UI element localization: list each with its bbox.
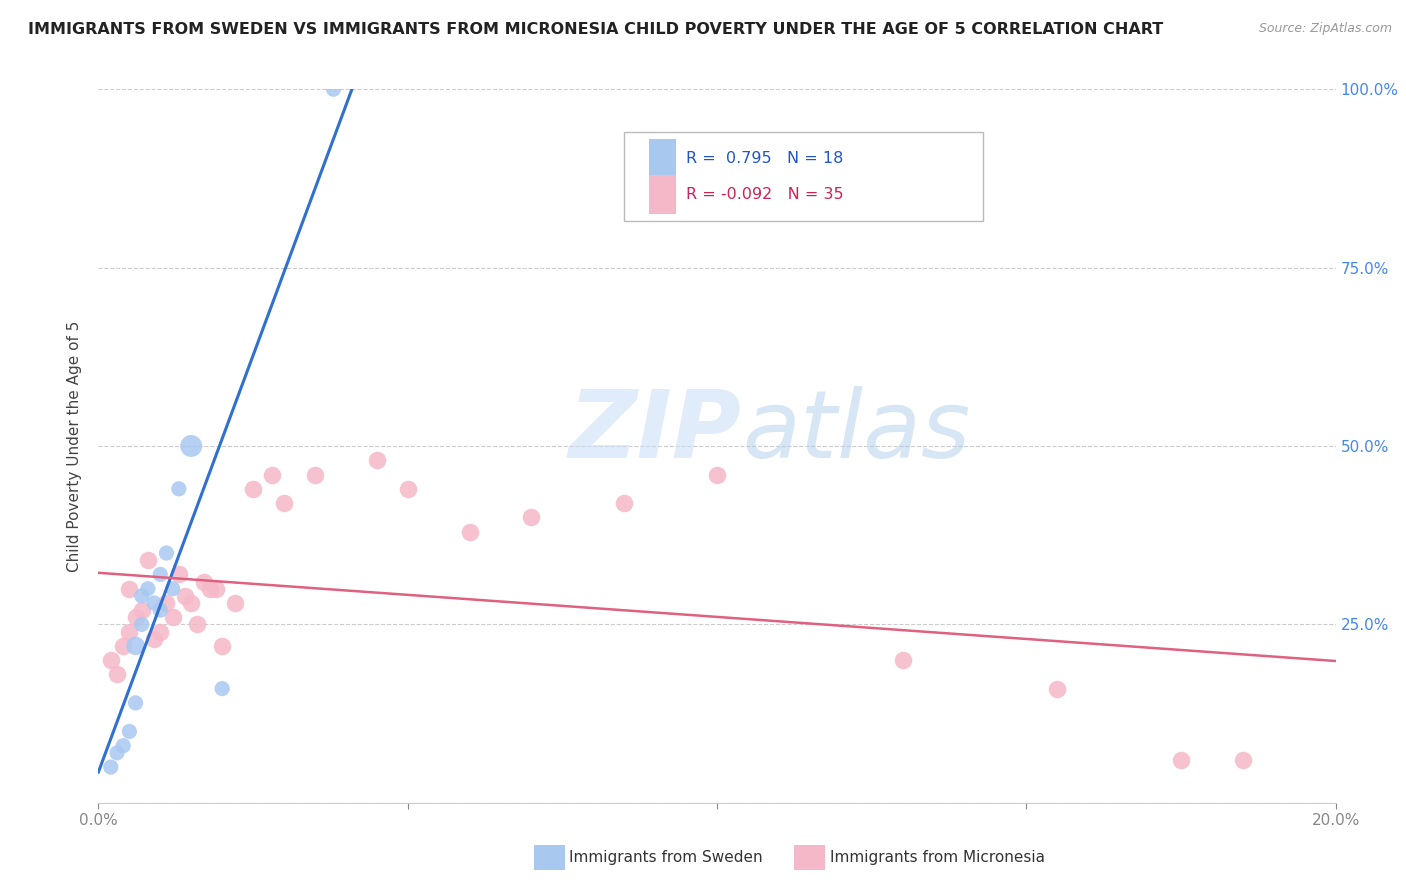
Point <box>118 624 141 639</box>
Point <box>167 482 190 496</box>
Point <box>143 596 166 610</box>
Text: Source: ZipAtlas.com: Source: ZipAtlas.com <box>1258 22 1392 36</box>
Point <box>131 617 153 632</box>
Point <box>118 724 141 739</box>
Point <box>211 681 233 696</box>
Point <box>131 589 153 603</box>
Point <box>155 596 177 610</box>
Point <box>273 496 295 510</box>
Point <box>260 467 283 482</box>
Point <box>124 639 146 653</box>
Point <box>162 582 184 596</box>
Point <box>198 582 221 596</box>
Point <box>211 639 233 653</box>
Text: R = -0.092   N = 35: R = -0.092 N = 35 <box>686 187 844 202</box>
Point <box>366 453 388 467</box>
Point <box>162 610 184 624</box>
Point <box>224 596 246 610</box>
FancyBboxPatch shape <box>624 132 983 221</box>
Point <box>1170 753 1192 767</box>
Point <box>520 510 543 524</box>
Text: Immigrants from Sweden: Immigrants from Sweden <box>569 850 763 864</box>
Point <box>193 574 215 589</box>
Text: Immigrants from Micronesia: Immigrants from Micronesia <box>830 850 1045 864</box>
Point <box>180 596 202 610</box>
Point <box>118 582 141 596</box>
Point <box>155 546 177 560</box>
Text: atlas: atlas <box>742 386 970 477</box>
Point <box>706 467 728 482</box>
Point <box>149 567 172 582</box>
Point <box>205 582 228 596</box>
Point <box>143 632 166 646</box>
Point <box>304 467 326 482</box>
Point <box>100 760 122 774</box>
Point <box>124 610 146 624</box>
Point <box>891 653 914 667</box>
Text: ZIP: ZIP <box>569 385 742 478</box>
Y-axis label: Child Poverty Under the Age of 5: Child Poverty Under the Age of 5 <box>67 320 83 572</box>
Point <box>149 603 172 617</box>
Point <box>174 589 197 603</box>
Point <box>124 696 146 710</box>
Point <box>186 617 208 632</box>
Point <box>242 482 264 496</box>
Point <box>322 82 344 96</box>
Text: IMMIGRANTS FROM SWEDEN VS IMMIGRANTS FROM MICRONESIA CHILD POVERTY UNDER THE AGE: IMMIGRANTS FROM SWEDEN VS IMMIGRANTS FRO… <box>28 22 1163 37</box>
FancyBboxPatch shape <box>650 175 676 214</box>
Point <box>112 639 135 653</box>
Point <box>136 553 159 567</box>
Point <box>613 496 636 510</box>
FancyBboxPatch shape <box>650 139 676 178</box>
Point <box>105 746 128 760</box>
Point <box>149 624 172 639</box>
Point <box>105 667 128 681</box>
Point <box>136 582 159 596</box>
Point <box>1046 681 1069 696</box>
Point <box>131 603 153 617</box>
Point <box>167 567 190 582</box>
Text: R =  0.795   N = 18: R = 0.795 N = 18 <box>686 151 844 166</box>
Point <box>100 653 122 667</box>
Point <box>180 439 202 453</box>
Point <box>1232 753 1254 767</box>
Point <box>396 482 419 496</box>
Point <box>112 739 135 753</box>
Point <box>458 524 481 539</box>
